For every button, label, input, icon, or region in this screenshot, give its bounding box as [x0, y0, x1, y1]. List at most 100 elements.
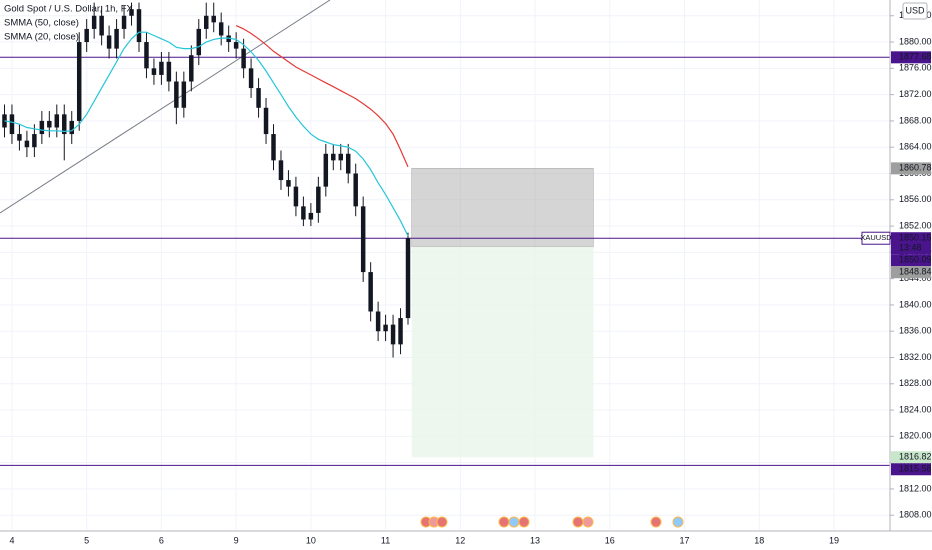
candle-body: [338, 153, 343, 161]
y-tick-label: 1864.00: [899, 142, 932, 152]
candle-body: [286, 180, 291, 187]
price-label-text: 1850.15: [899, 233, 932, 243]
y-tick-label: 1808.00: [899, 510, 932, 520]
event-icons: [420, 516, 684, 528]
price-label-text: 1816.82: [899, 452, 932, 462]
y-tick-label: 1880.00: [899, 36, 932, 46]
candle-body: [144, 42, 149, 69]
event-icon: [508, 516, 520, 528]
candle-body: [69, 120, 74, 135]
candle-body: [278, 160, 284, 181]
x-tick-label: 10: [306, 535, 316, 545]
x-tick-label: 17: [679, 535, 689, 545]
x-tick-label: 5: [84, 535, 89, 545]
y-tick-label: 1868.00: [899, 115, 932, 125]
price-label: [891, 451, 931, 464]
candle-body: [211, 15, 216, 23]
y-tick-label: 1832.00: [899, 352, 932, 362]
x-tick-label: 19: [829, 535, 839, 545]
plot-area: [0, 0, 890, 531]
candle-body: [316, 186, 321, 213]
candle-body: [233, 42, 239, 49]
chart-title: Gold Spot / U.S. Dollar, 1h, FX: [4, 4, 133, 15]
event-icon: [518, 516, 530, 528]
price-label-text: 1877.68: [899, 52, 932, 62]
symbol-tag: [861, 231, 891, 245]
candle-body: [9, 114, 15, 135]
candle-body: [263, 107, 269, 135]
candle-body: [114, 28, 119, 49]
candle-body: [151, 68, 157, 75]
candle-body: [136, 9, 142, 43]
x-tick-label: 6: [159, 535, 164, 545]
candle-body: [91, 15, 97, 29]
y-tick-label: 1824.00: [899, 404, 932, 414]
y-tick-label: 1820.00: [899, 431, 932, 441]
candle-body: [32, 134, 37, 148]
price-label: [891, 232, 931, 255]
x-tick-label: 4: [9, 535, 14, 545]
y-tick-label: 1828.00: [899, 378, 932, 388]
candle-body: [159, 61, 164, 75]
candle-body: [121, 15, 127, 29]
y-tick-label: 1812.00: [899, 483, 932, 493]
candle-body: [360, 206, 366, 273]
candle-body: [301, 206, 306, 220]
symbol-tag-text: XAUUSD: [860, 233, 892, 242]
candle-body: [2, 114, 7, 128]
candle-body: [248, 68, 254, 89]
candle-body: [353, 173, 358, 207]
candle-body: [174, 81, 179, 108]
price-label: [891, 266, 931, 279]
candle-body: [405, 238, 411, 319]
price-label-text: 1848.84: [899, 267, 932, 277]
price-label-text: 1850.09: [899, 255, 932, 265]
x-tick-label: 11: [381, 535, 390, 545]
currency-box[interactable]: [902, 2, 928, 20]
candle-body: [84, 28, 89, 43]
candle-body: [47, 120, 52, 128]
position-stop-zone: [411, 168, 594, 248]
candle-body: [24, 140, 30, 148]
candle-body: [390, 324, 396, 345]
y-tick-label: 1856.00: [899, 194, 932, 204]
price-label: [891, 162, 931, 175]
candle-body: [181, 81, 187, 108]
candle-body: [256, 88, 261, 108]
candle-body: [271, 134, 276, 161]
candle-body: [196, 28, 202, 56]
legend-entry: SMMA (50, close): [4, 18, 79, 29]
candle-body: [62, 114, 67, 135]
candle-body: [39, 120, 45, 135]
y-tick-label: 1876.00: [899, 63, 932, 73]
position-target-zone: [411, 246, 594, 458]
event-icon: [672, 516, 684, 528]
x-tick-label: 9: [234, 535, 239, 545]
currency[interactable]: USD: [905, 5, 925, 15]
candle-body: [106, 35, 112, 49]
event-icon: [498, 516, 510, 528]
candle-body: [54, 114, 60, 128]
marks: [0, 2, 890, 466]
y-tick-label: 1852.00: [899, 220, 932, 230]
countdown: 13:48: [899, 243, 922, 253]
candle-body: [383, 324, 388, 332]
y-tick-label: 1872.00: [899, 89, 932, 99]
candle-body: [218, 22, 224, 36]
event-icon: [572, 516, 584, 528]
candle-body: [375, 311, 381, 332]
candle-body: [398, 318, 403, 345]
candle-body: [189, 55, 194, 82]
price-label: [891, 463, 931, 476]
candle-body: [204, 15, 209, 29]
candle-body: [76, 42, 82, 121]
event-icon: [582, 516, 594, 528]
candle-body: [226, 35, 231, 43]
time-axis: [0, 531, 932, 550]
moving-average-line: [235, 25, 409, 168]
candle-body: [241, 48, 246, 69]
candle-body: [368, 272, 373, 312]
candle-body: [17, 134, 22, 141]
y-tick-label: 1840.00: [899, 299, 932, 309]
